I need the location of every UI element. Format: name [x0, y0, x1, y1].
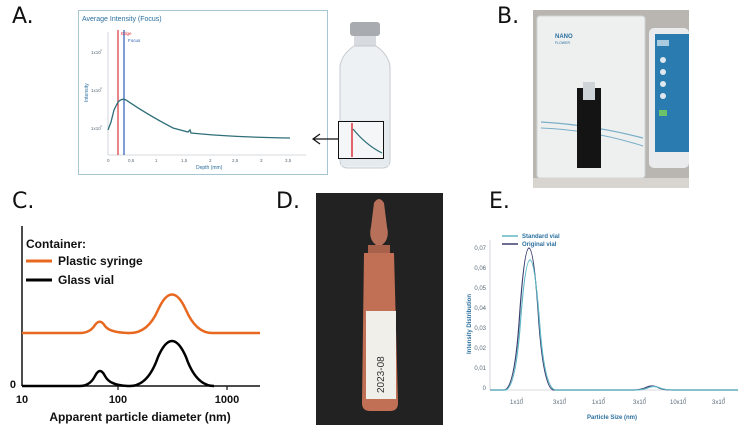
chart-e-ytick: 0,07	[474, 246, 486, 252]
chart-c-legend-title: Container:	[26, 237, 86, 251]
chart-e-xtick: 1x10	[592, 400, 606, 406]
edge-label: Edge	[121, 31, 132, 36]
chart-c-ytick: 0	[10, 379, 16, 391]
instrument-screen	[655, 34, 689, 152]
chart-a-ytick-2-exp: 4	[100, 86, 102, 90]
ampoule-tip	[370, 199, 388, 245]
chart-e-xtick-exp: 1	[521, 396, 524, 401]
panel-label-c: C.	[12, 189, 35, 214]
chart-a-ylabel: Intensity	[84, 83, 90, 102]
chart-c-xlabel: Apparent particle diameter (nm)	[49, 410, 230, 424]
chart-a-xtick: 3	[260, 158, 263, 163]
chart-e-ylabel: Intensity Distribution	[467, 294, 473, 354]
brand-logo: NANO	[555, 34, 573, 40]
chart-e-ytick: 0,03	[474, 326, 486, 332]
ampoule-label-text: 2023-08	[376, 356, 387, 393]
chart-a-ytick-3-exp: 4	[100, 124, 102, 128]
chart-e-ytick: 0,06	[474, 266, 486, 272]
vial-cap	[350, 22, 380, 36]
panel-label-d: D.	[276, 189, 300, 214]
intensity-depth-chart: Average Intensity (Focus) 1x10 4 1x10 4 …	[78, 10, 328, 175]
legend-label-glass: Glass vial	[58, 273, 114, 287]
panel-label-a: A.	[12, 4, 34, 29]
arrow-icon	[311, 133, 338, 145]
legend-label-standard: Standard vial	[522, 234, 560, 240]
chart-e-xtick-exp: 2	[644, 396, 647, 401]
brand-logo-sub: FLOWER	[555, 41, 570, 45]
chart-e-ytick: 0,05	[474, 286, 486, 292]
chart-e-xtick-exp: 2	[603, 396, 606, 401]
chart-e-xtick-exp: 3	[723, 396, 726, 401]
chart-a-xlabel: Depth (mm)	[196, 165, 223, 171]
panel-label-e: E.	[489, 189, 510, 214]
chart-a-xtick: 2,5	[232, 158, 239, 163]
chart-a-ytick-1-exp: 4	[100, 48, 102, 52]
size-distribution-chart-e: 0,07 0,06 0,05 0,04 0,03 0,02 0,01 0 Int…	[467, 234, 738, 421]
chart-e-xtick: 1x10	[510, 400, 524, 406]
chart-a-ytick-3: 1x10	[91, 126, 101, 131]
chart-a-title: Average Intensity (Focus)	[82, 16, 162, 23]
sample-vial	[583, 82, 595, 100]
zoom-box	[338, 121, 384, 159]
chart-e-xtick: 3x10	[633, 400, 647, 406]
chart-frame	[78, 10, 328, 175]
focus-label: Focus	[128, 38, 141, 43]
series-original-line	[490, 247, 738, 391]
sample-holder	[577, 88, 601, 168]
chart-a-xtick: 1,5	[181, 158, 188, 163]
intensity-curve	[107, 98, 291, 139]
chart-e-xtick: 3x10	[712, 400, 726, 406]
ampoule-photo: 2023-08	[316, 193, 443, 425]
series-glass-line	[22, 339, 215, 388]
chart-e-ytick: 0,04	[474, 306, 486, 312]
chart-e-xtick: 10x10	[670, 400, 687, 406]
legend-label-plastic: Plastic syringe	[58, 254, 143, 268]
chart-e-xlabel: Particle Size (nm)	[587, 415, 637, 421]
chart-e-xtick-exp: 1	[564, 396, 567, 401]
chart-e-xtick: 3x10	[553, 400, 567, 406]
legend-label-original: Original vial	[522, 242, 557, 248]
chart-e-xtick-exp: 2	[684, 396, 687, 401]
panel-label-b: B.	[497, 4, 520, 29]
chart-c-xtick: 100	[109, 394, 127, 406]
chart-a-xtick: 2	[209, 158, 212, 163]
chart-a-xtick: 0,5	[128, 158, 135, 163]
chart-a-ytick-1: 1x10	[91, 50, 101, 55]
size-distribution-chart-c: 0 10 100 1000 Apparent particle diameter…	[10, 226, 260, 424]
chart-a-xtick: 0	[107, 158, 110, 163]
chart-c-xtick: 1000	[215, 394, 239, 406]
chart-e-ytick: 0,01	[474, 366, 486, 372]
chart-a-xtick: 3,5	[285, 158, 292, 163]
instrument-photo: NANO FLOWER	[533, 10, 689, 188]
ampoule-label	[366, 311, 396, 399]
series-standard-line	[490, 259, 738, 391]
chart-e-ytick: 0	[483, 386, 487, 392]
chart-a-xtick: 1	[155, 158, 158, 163]
zoom-box-detail	[351, 123, 383, 157]
chart-c-xtick: 10	[16, 394, 28, 406]
chart-e-ytick: 0,02	[474, 346, 486, 352]
chart-a-ytick-2: 1x10	[91, 88, 101, 93]
chart-e-yticks: 0,07 0,06 0,05 0,04 0,03 0,02 0,01 0	[474, 246, 486, 392]
series-plastic-line	[22, 293, 260, 335]
